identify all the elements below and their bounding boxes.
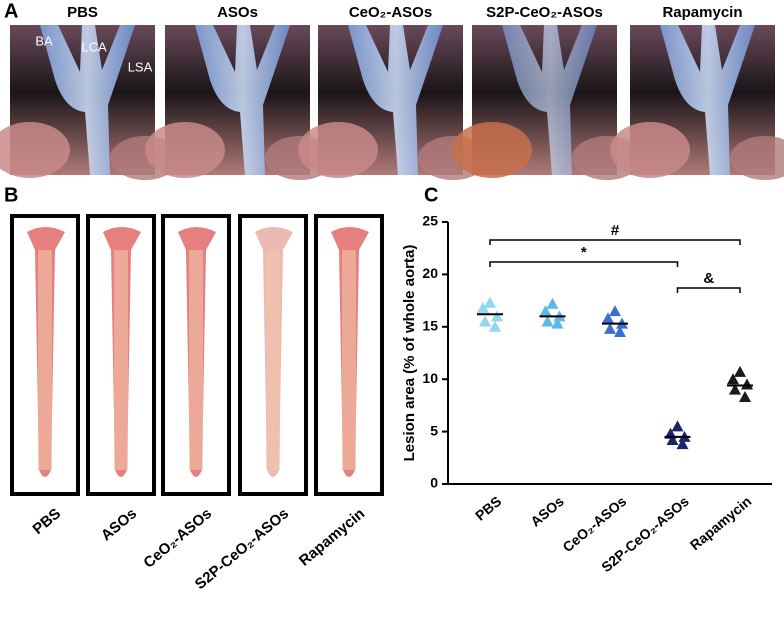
y-tick-label: 20: [422, 265, 438, 281]
data-point: [491, 310, 503, 322]
data-point: [539, 305, 552, 317]
photo-title: ASOs: [217, 4, 258, 21]
significance-label: #: [611, 222, 620, 239]
anatomy-label: LSA: [128, 59, 153, 74]
anatomy-label: BA: [35, 33, 53, 48]
aorta-specimen: [266, 250, 280, 470]
significance-label: &: [703, 270, 714, 287]
y-axis-label: Lesion area (% of whole aorta): [401, 245, 418, 462]
data-point: [489, 320, 501, 332]
photo-row: PBS ASOs CeO₂-ASOs S2P-CeO₂-ASOs Rapamycin BA…: [0, 4, 784, 180]
panel-label: C: [424, 184, 438, 206]
aorta-label: Rapamycin: [296, 505, 368, 569]
aorta: [660, 25, 755, 175]
x-tick-label: ASOs: [527, 493, 567, 530]
y-tick-label: 0: [430, 475, 438, 491]
data-point: [602, 312, 614, 324]
x-tick-label: PBS: [472, 493, 504, 524]
significance-bracket: [489, 261, 679, 267]
tissue: [298, 122, 378, 178]
data-point: [609, 305, 621, 317]
data-point: [727, 373, 739, 385]
data-point: [676, 438, 689, 450]
data-point: [551, 317, 564, 329]
tissue: [610, 122, 690, 178]
tissue: [452, 122, 532, 178]
photo-title: CeO₂-ASOs: [349, 4, 432, 21]
significance-bracket: [676, 287, 741, 293]
aorta: [40, 25, 135, 175]
tissue: [730, 136, 784, 180]
aorta-specimen: [38, 250, 52, 470]
aorta-specimen: [342, 250, 356, 470]
aorta-specimen: [189, 250, 203, 470]
data-point: [734, 365, 746, 377]
aorta: [195, 25, 290, 175]
y-tick-label: 10: [422, 370, 438, 386]
y-tick-label: 25: [422, 213, 438, 229]
photo-title: PBS: [67, 4, 98, 21]
x-tick-label: Rapamycin: [687, 493, 755, 553]
tissue: [145, 122, 225, 178]
data-point: [546, 297, 559, 309]
data-point: [477, 301, 489, 313]
aorta-specimen: [114, 250, 128, 470]
aorta: [502, 25, 597, 175]
aorta-label: ASOs: [98, 505, 140, 544]
y-tick-label: 15: [422, 318, 438, 334]
data-point: [614, 326, 626, 338]
significance-bracket: [489, 239, 741, 245]
data-point: [479, 315, 491, 327]
aorta: [348, 25, 443, 175]
data-point: [671, 420, 684, 432]
data-point: [666, 433, 679, 445]
data-point: [741, 378, 753, 390]
data-point: [604, 322, 616, 334]
photo-title: S2P-CeO₂-ASOs: [486, 4, 603, 21]
aorta-label: PBS: [30, 505, 65, 538]
data-point: [484, 296, 496, 308]
anatomy-label: LCA: [81, 39, 107, 54]
tissue: [0, 122, 70, 178]
data-point: [541, 315, 554, 327]
aorta-label: CeO₂-ASOs: [140, 505, 215, 572]
data-point: [729, 383, 741, 395]
y-tick-label: 5: [430, 422, 438, 438]
panel-label: B: [4, 184, 18, 206]
photo-title: Rapamycin: [662, 4, 742, 21]
data-point: [739, 391, 751, 403]
panel-label: A: [4, 0, 18, 22]
significance-label: *: [581, 244, 587, 261]
